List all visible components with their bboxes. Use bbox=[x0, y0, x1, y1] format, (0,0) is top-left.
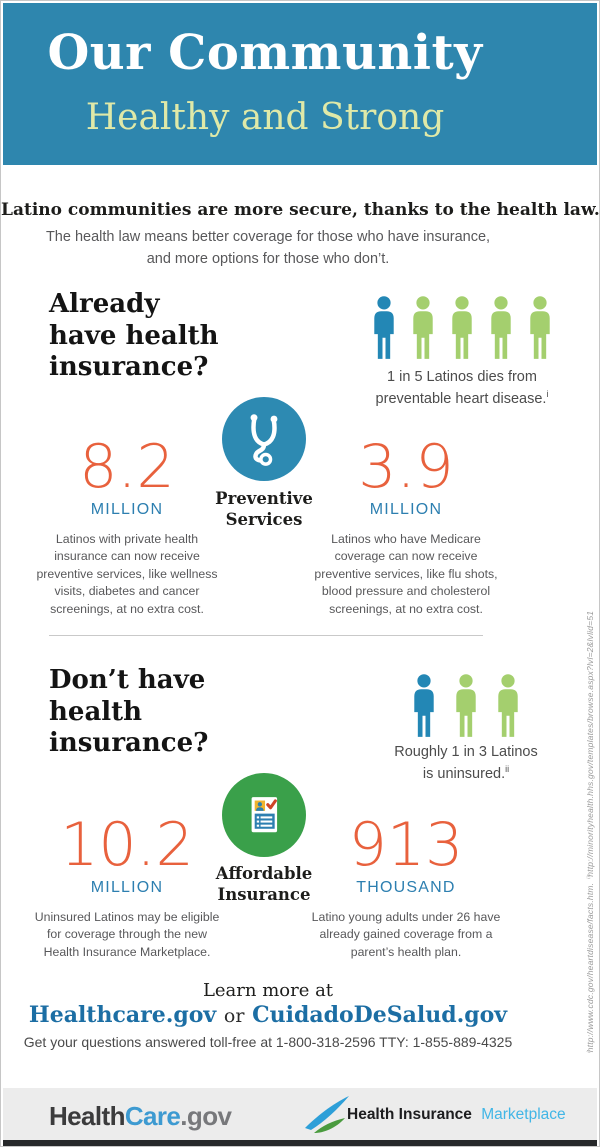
stat-unit: THOUSAND bbox=[356, 879, 456, 896]
source-citation: ⁱhttp://www.cdc.gov/heartdisease/facts.h… bbox=[585, 610, 595, 1054]
section-heading-already-insured: Already have health insurance? bbox=[49, 289, 219, 383]
page-title: Our Community bbox=[47, 25, 483, 81]
footer-bar: HealthCare.gov Health Insurance Marketpl… bbox=[3, 1088, 597, 1141]
link-conjunction: or bbox=[223, 1005, 245, 1027]
stat-description: Uninsured Latinos may be eligible for co… bbox=[34, 910, 220, 959]
footnote-marker: i bbox=[546, 388, 549, 399]
pictogram-1-in-5 bbox=[369, 295, 555, 361]
hero-banner: Our Community Healthy and Strong bbox=[3, 3, 597, 165]
pictogram-1-in-3 bbox=[409, 673, 523, 739]
stat-private-insurance: 8.2 MILLION Latinos with private health … bbox=[21, 437, 233, 618]
footnote-marker: ii bbox=[505, 763, 510, 774]
marketplace-logo-text-light: Marketplace bbox=[481, 1106, 566, 1123]
stat-value: 3.9 bbox=[358, 432, 454, 502]
healthcare-gov-link[interactable]: Healthcare.gov bbox=[28, 1002, 217, 1028]
stat-value: 8.2 bbox=[79, 432, 175, 502]
preventive-services-badge bbox=[222, 397, 306, 481]
stethoscope-icon bbox=[250, 414, 278, 466]
person-icon bbox=[530, 296, 550, 359]
page-subtitle: Healthy and Strong bbox=[85, 97, 445, 138]
person-icon bbox=[491, 296, 511, 359]
affordable-insurance-label: Affordable Insurance bbox=[215, 864, 313, 905]
learn-more-label: Learn more at bbox=[202, 980, 334, 1001]
person-icon bbox=[456, 674, 476, 737]
stat-young-adults: 913 THOUSAND Latino young adults under 2… bbox=[300, 815, 512, 961]
pictogram-caption-uninsured: Roughly 1 in 3 Latinos is uninsured.ii bbox=[394, 744, 538, 782]
intro-subtext: The health law means better coverage for… bbox=[1, 227, 535, 271]
stat-medicare: 3.9 MILLION Latinos who have Medicare co… bbox=[300, 437, 512, 618]
affordable-insurance-badge bbox=[222, 773, 306, 857]
pictogram-caption-heart-disease: 1 in 5 Latinos dies from preventable hea… bbox=[375, 369, 549, 407]
section-divider bbox=[49, 635, 483, 636]
swoosh-icon bbox=[305, 1096, 349, 1133]
bottom-accent-bar bbox=[3, 1140, 597, 1146]
stat-value: 10.2 bbox=[60, 810, 194, 880]
section-heading-uninsured: Don’t have health insurance? bbox=[49, 665, 209, 759]
stat-unit: MILLION bbox=[369, 501, 443, 518]
learn-more-links: Healthcare.gov or CuidadoDeSalud.gov bbox=[1, 1002, 535, 1028]
preventive-services-label: Preventive Services bbox=[215, 489, 313, 530]
stat-marketplace-eligible: 10.2 MILLION Uninsured Latinos may be el… bbox=[21, 815, 233, 961]
intro-subtext-line2: and more options for those who don’t. bbox=[146, 250, 390, 267]
stat-unit: MILLION bbox=[90, 879, 164, 896]
phone-help-line: Get your questions answered toll-free at… bbox=[23, 1034, 513, 1050]
stat-description: Latino young adults under 26 have alread… bbox=[311, 910, 501, 959]
person-icon bbox=[452, 296, 472, 359]
marketplace-logo-text-dark: Health Insurance bbox=[347, 1106, 472, 1123]
intro-headline: Latino communities are more secure, than… bbox=[1, 200, 600, 220]
stat-description: Latinos with private health insurance ca… bbox=[36, 532, 218, 616]
intro-subtext-line1: The health law means better coverage for… bbox=[45, 229, 491, 245]
insurance-card-icon bbox=[251, 797, 278, 833]
healthcare-gov-logo: HealthCare.gov bbox=[49, 1101, 232, 1131]
person-icon bbox=[498, 674, 518, 737]
stat-description: Latinos who have Medicare coverage can n… bbox=[314, 532, 498, 616]
cuidadodesalud-gov-link[interactable]: CuidadoDeSalud.gov bbox=[252, 1002, 508, 1028]
stat-unit: MILLION bbox=[90, 501, 164, 518]
health-insurance-marketplace-logo: Health Insurance Marketplace bbox=[303, 1092, 566, 1138]
person-icon bbox=[374, 296, 394, 359]
person-icon bbox=[414, 674, 434, 737]
stat-value: 913 bbox=[348, 810, 464, 880]
person-icon bbox=[413, 296, 433, 359]
